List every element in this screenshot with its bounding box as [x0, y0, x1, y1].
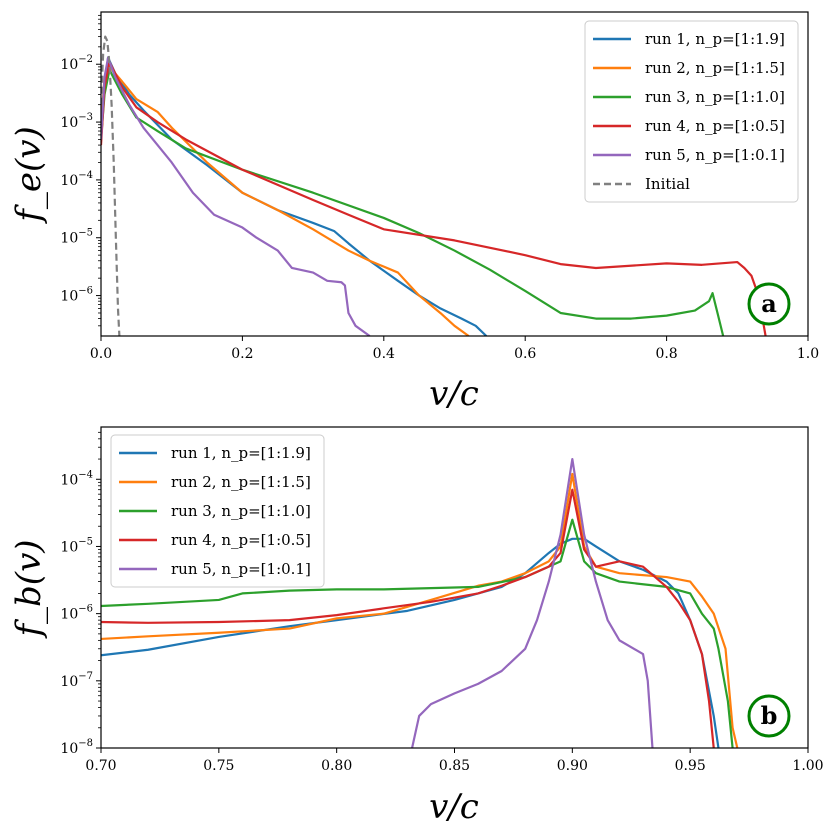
- panel-b-badge-circle: [747, 694, 791, 738]
- panel-a-x-axis: 0.0 0.2 0.4 0.6 0.8 1.0: [90, 336, 819, 362]
- panel-a-series-run-2-n-p-1-1-5: [101, 65, 470, 336]
- panel-a-ytick-label: 10−4: [60, 170, 93, 189]
- panel-a-legend-entry: run 3, n_p=[1:1.0]: [593, 88, 785, 106]
- panel-a-ytick-label: 10−6: [60, 286, 93, 305]
- panel-b-xtick-label: 0.95: [675, 758, 706, 774]
- panel-b: 0.70 0.75 0.80 0.85 0.90 0.95 1.00 10−810−710−…: [9, 426, 824, 827]
- panel-b-xtick-label: 0.75: [203, 758, 234, 774]
- panel-a-legend-box: [584, 20, 799, 203]
- panel-a-legend-entry: run 4, n_p=[1:0.5]: [593, 117, 785, 135]
- panel-a-series: [101, 35, 767, 336]
- panel-b-ytick-label: 10−6: [60, 604, 93, 623]
- panel-b-legend-label: run 3, n_p=[1:1.0]: [171, 502, 311, 520]
- panel-a-ytick-label: 10−5: [60, 228, 93, 247]
- panel-b-series-run-4-n-p-1-0-5: [101, 488, 715, 748]
- panel-b-series-run-2-n-p-1-1-5: [101, 472, 739, 748]
- panel-b-legend-label: run 2, n_p=[1:1.5]: [171, 473, 311, 491]
- panel-b-legend-entry: run 4, n_p=[1:0.5]: [119, 531, 311, 549]
- panel-b-xtick-label: 1.00: [792, 758, 823, 774]
- panel-a-badge: a: [747, 282, 791, 326]
- panel-a-series-initial: [101, 35, 121, 336]
- panel-b-legend-label: run 5, n_p=[1:0.1]: [171, 560, 311, 578]
- panel-a-series-run-5-n-p-1-0-1: [101, 56, 371, 336]
- panel-a-xtick-label: 1.0: [797, 346, 819, 362]
- panel-b-ytick-label: 10−8: [60, 738, 93, 757]
- panel-a-xtick-label: 0.8: [655, 346, 677, 362]
- panel-a-xtick-label: 0.0: [90, 346, 112, 362]
- panel-b-ytick-label: 10−4: [60, 469, 93, 488]
- panel-b-legend-label: run 4, n_p=[1:0.5]: [171, 531, 311, 549]
- panel-a-y-axis: 10−6 10−5 10−4 10−3 10−2: [60, 14, 101, 327]
- panel-a-legend-entry: Initial: [593, 175, 690, 193]
- panel-b-y-axis: 10−8 10−7 10−6 10−5 10−4: [60, 431, 101, 757]
- panel-b-legend-entry: run 5, n_p=[1:0.1]: [119, 560, 311, 578]
- panel-b-series-run-5-n-p-1-0-1: [411, 457, 654, 748]
- panel-b-legend: run 1, n_p=[1:1.9]run 2, n_p=[1:1.5]run …: [110, 434, 325, 588]
- panel-b-xtick-label: 0.70: [85, 758, 116, 774]
- panel-b-legend-box: [110, 434, 325, 588]
- panel-b-xtick-label: 0.90: [557, 758, 588, 774]
- panel-a-frame: [100, 11, 809, 337]
- panel-a-legend-label: Initial: [645, 175, 690, 193]
- panel-b-series-run-3-n-p-1-1-0: [101, 518, 734, 748]
- panel-b-badge: b: [747, 694, 791, 738]
- panel-b-xlabel: v/c: [429, 787, 479, 827]
- panel-a-legend-entry: run 2, n_p=[1:1.5]: [593, 59, 785, 77]
- panel-a: 0.0 0.2 0.4 0.6 0.8 1.0 10−610−510−410−310−2 …: [9, 11, 819, 414]
- panel-a-legend-label: run 5, n_p=[1:0.1]: [645, 146, 785, 164]
- panel-b-xtick-label: 0.80: [321, 758, 352, 774]
- panel-a-legend-entry: run 5, n_p=[1:0.1]: [593, 146, 785, 164]
- panel-a-legend-label: run 2, n_p=[1:1.5]: [645, 59, 785, 77]
- panel-b-badge-label: b: [761, 701, 778, 730]
- panel-b-legend-entry: run 2, n_p=[1:1.5]: [119, 473, 311, 491]
- panel-a-xlabel: v/c: [429, 374, 479, 414]
- panel-b-series: [101, 457, 739, 748]
- panel-a-ylabel: f_e(v): [9, 126, 49, 224]
- panel-a-legend-label: run 3, n_p=[1:1.0]: [645, 88, 785, 106]
- panel-b-x-axis: 0.70 0.75 0.80 0.85 0.90 0.95 1.00: [85, 748, 824, 774]
- panel-a-ytick-label: 10−2: [60, 54, 93, 73]
- panel-a-badge-label: a: [761, 289, 777, 318]
- panel-b-legend-label: run 1, n_p=[1:1.9]: [171, 444, 311, 462]
- panel-b-legend-entry: run 1, n_p=[1:1.9]: [119, 444, 311, 462]
- panel-b-ytick-label: 10−7: [60, 671, 93, 690]
- panel-b-ylabel: f_b(v): [9, 539, 49, 639]
- panel-a-legend: run 1, n_p=[1:1.9]run 2, n_p=[1:1.5]run …: [584, 20, 799, 203]
- panel-a-legend-label: run 1, n_p=[1:1.9]: [645, 30, 785, 48]
- panel-a-legend-entry: run 1, n_p=[1:1.9]: [593, 30, 785, 48]
- panel-b-ytick-label: 10−5: [60, 536, 93, 555]
- panel-b-legend-entry: run 3, n_p=[1:1.0]: [119, 502, 311, 520]
- panel-a-badge-circle: [747, 282, 791, 326]
- panel-a-xtick-label: 0.2: [231, 346, 253, 362]
- panel-a-ytick-label: 10−3: [60, 112, 93, 131]
- panel-a-xtick-label: 0.4: [373, 346, 395, 362]
- panel-a-legend-label: run 4, n_p=[1:0.5]: [645, 117, 785, 135]
- panel-b-xtick-label: 0.85: [439, 758, 470, 774]
- panel-a-series-run-4-n-p-1-0-5: [101, 60, 767, 336]
- panel-a-xtick-label: 0.6: [514, 346, 536, 362]
